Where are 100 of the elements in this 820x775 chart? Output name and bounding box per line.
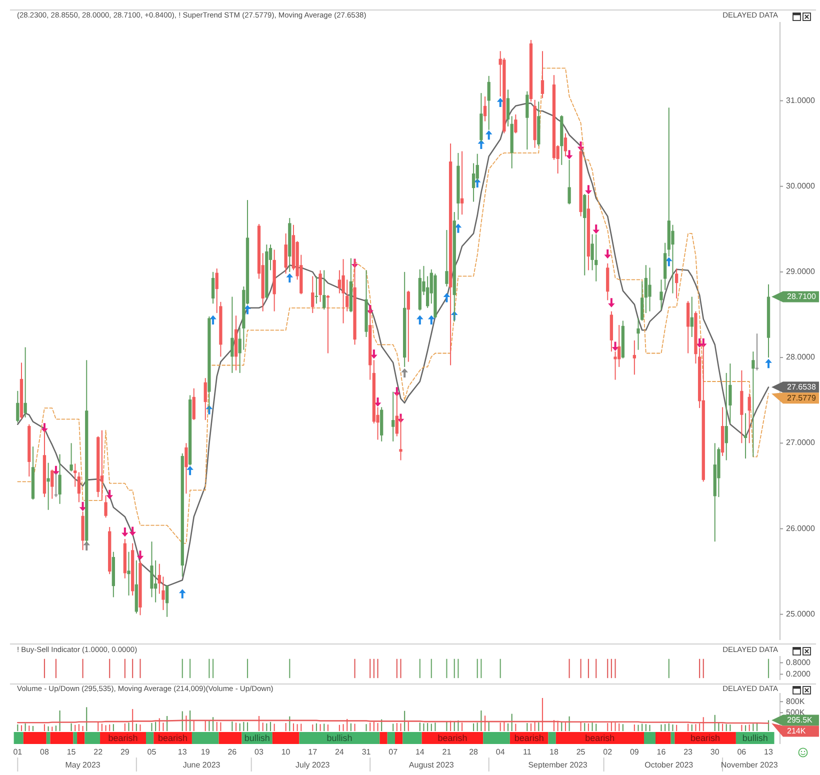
x-tick-label: 03 <box>254 748 264 757</box>
candlestick <box>506 89 510 127</box>
x-tick-label: 09 <box>630 748 640 757</box>
band-label: bearish <box>690 732 720 743</box>
candlestick <box>460 150 464 216</box>
y-tick-label: 25.0000 <box>786 609 816 618</box>
candlestick <box>230 296 234 374</box>
candlestick <box>632 340 636 376</box>
candlestick <box>154 560 158 603</box>
point <box>416 315 424 324</box>
candlestick <box>648 267 652 312</box>
x-tick-label: 19 <box>200 748 210 757</box>
x-tick-label: 25 <box>576 748 586 757</box>
candlestick <box>686 300 690 354</box>
x-tick-label: 02 <box>603 748 613 757</box>
point <box>585 185 592 194</box>
candlestick <box>583 194 586 276</box>
y-tick-label: 26.0000 <box>786 524 816 533</box>
x2-tick-label: June 2023 <box>182 760 221 770</box>
point <box>496 98 504 108</box>
point <box>178 589 186 598</box>
x-tick-label: 24 <box>335 748 344 757</box>
band-label: bearish <box>438 732 468 743</box>
candlestick <box>322 270 326 310</box>
x-tick-label: 13 <box>764 748 774 757</box>
candlestick <box>211 271 215 304</box>
x-tick-label: 07 <box>388 748 398 757</box>
candlestick <box>165 584 169 618</box>
candlestick <box>399 416 402 461</box>
candlestick <box>50 469 54 500</box>
x-tick-label: 30 <box>710 748 720 757</box>
candlestick <box>100 430 104 501</box>
point <box>129 526 136 536</box>
annotation: 214K <box>787 726 806 736</box>
point <box>122 528 128 537</box>
candlestick <box>46 462 50 510</box>
y-tick-label: 28.0000 <box>786 352 816 362</box>
candlestick <box>540 50 544 99</box>
x-tick-label: 15 <box>66 748 76 757</box>
line-series <box>17 68 769 544</box>
y-tick-label: 27.0000 <box>786 438 816 448</box>
candlestick <box>690 296 694 338</box>
point <box>244 305 251 314</box>
candlestick <box>392 391 395 442</box>
candlestick <box>184 442 188 494</box>
band-label: bullish <box>244 732 270 743</box>
x2-tick-label: July 2023 <box>296 760 330 770</box>
point <box>401 368 408 378</box>
x-tick-label: 18 <box>550 748 559 757</box>
candlestick <box>192 388 196 421</box>
x-tick-label: 21 <box>442 748 452 757</box>
candlestick <box>342 258 345 324</box>
x2-tick-label: November 2023 <box>720 760 778 770</box>
x2-tick-label: August 2023 <box>408 760 454 770</box>
x-tick-label: 31 <box>362 748 372 757</box>
candlestick <box>74 463 77 488</box>
point <box>52 466 60 476</box>
annotation: 295.5K <box>787 716 814 725</box>
candlestick <box>16 390 20 424</box>
candlestick <box>406 290 410 362</box>
point <box>592 224 600 234</box>
x-tick-label: 10 <box>281 748 291 757</box>
point <box>106 490 113 500</box>
point <box>443 293 450 302</box>
x-tick-label: 17 <box>308 748 318 757</box>
x-tick-label: 29 <box>120 748 130 757</box>
candlestick <box>660 279 663 310</box>
band-label: bullish <box>326 732 352 743</box>
band-label: bearish <box>158 732 188 743</box>
candlestick <box>204 378 207 421</box>
x-tick-label: 28 <box>469 748 479 757</box>
point <box>79 502 86 512</box>
candlestick <box>671 224 674 294</box>
point <box>485 130 492 140</box>
point <box>136 550 144 560</box>
candlestick <box>744 412 748 460</box>
x-tick-label: 11 <box>523 748 532 757</box>
candlestick <box>311 276 314 314</box>
candlestick <box>58 454 62 504</box>
point <box>604 249 612 259</box>
point <box>186 466 194 476</box>
y-tick-label: 29.0000 <box>786 267 816 276</box>
y-tick-label: 0.8000 <box>786 658 812 667</box>
candlestick <box>755 333 759 371</box>
band-label: bearish <box>585 732 615 743</box>
point <box>566 150 573 160</box>
x-tick-label: 22 <box>94 748 104 757</box>
x-tick-label: 26 <box>228 748 238 757</box>
x-tick-label: 13 <box>178 748 188 757</box>
point <box>374 397 382 407</box>
x2-tick-label: October 2023 <box>644 760 694 770</box>
candlestick <box>104 494 108 518</box>
candlestick <box>70 442 73 472</box>
candlestick <box>338 270 342 294</box>
candlestick <box>752 351 755 458</box>
y-tick-label: 30.0000 <box>786 181 816 190</box>
y-tick-label: 800K <box>786 696 806 706</box>
x-tick-label: 05 <box>147 748 157 757</box>
band-label: bullish <box>742 732 768 743</box>
candlestick <box>748 392 751 444</box>
